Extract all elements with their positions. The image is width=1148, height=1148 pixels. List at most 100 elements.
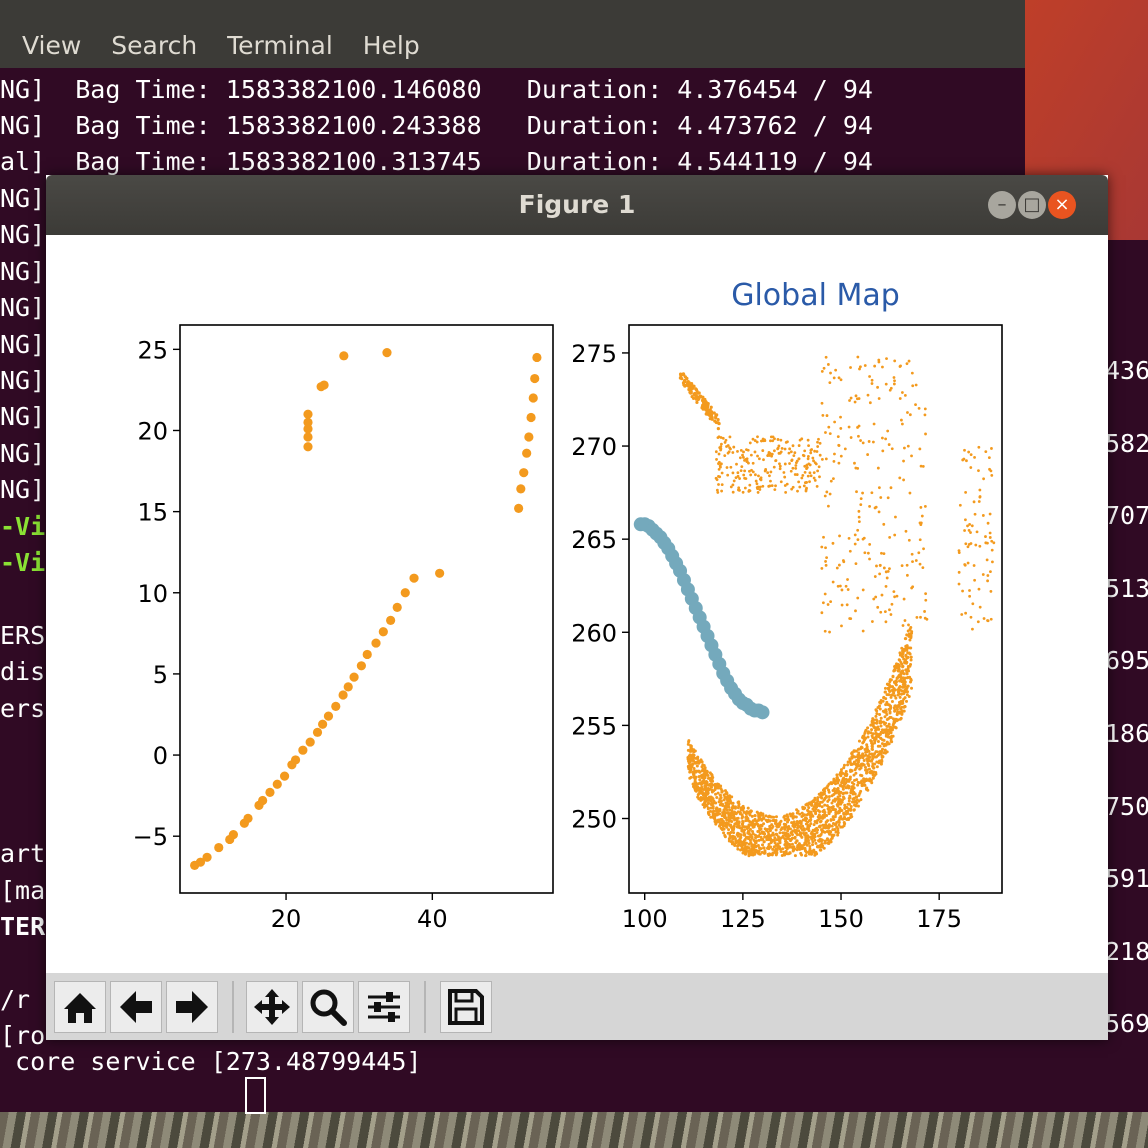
back-button[interactable] [110,981,162,1033]
map-point [739,843,743,847]
zoom-icon [310,989,347,1026]
map-point [703,801,707,805]
map-point [889,678,893,682]
home-button[interactable] [54,981,106,1033]
map-point [792,454,796,458]
map-point [807,818,811,822]
map-point [811,843,815,847]
map-point [842,778,846,782]
map-point [726,473,730,477]
map-point [904,529,908,533]
map-point [736,847,740,851]
map-point [758,488,762,491]
map-point [811,807,815,811]
map-point [803,449,807,453]
map-point [705,405,710,410]
map-point [774,815,778,819]
map-point [721,803,725,807]
map-point [715,458,718,461]
y-tick-label: 250 [571,806,617,834]
map-point [871,724,875,728]
figure-titlebar[interactable]: Figure 1 – □ × [46,175,1108,235]
map-point [713,782,717,786]
map-point [795,828,799,832]
close-button[interactable]: × [1048,191,1076,219]
data-point [371,638,381,648]
map-point [868,401,872,405]
save-button[interactable] [440,981,492,1033]
terminal-fragment: NG] [0,438,46,468]
map-point [832,777,836,781]
map-point [779,438,783,442]
map-point [796,844,800,848]
menu-search[interactable]: Search [111,31,198,60]
map-point [957,570,961,574]
map-point [907,632,911,636]
map-point [827,823,831,827]
map-point [810,813,814,817]
figure-window[interactable]: Figure 1 – □ × 20 40 −5 0 5 10 15 20 25 100 125 15… [46,175,1108,1040]
map-point [798,831,802,835]
map-point [906,667,910,671]
menu-help[interactable]: Help [362,31,420,60]
map-point [729,465,733,469]
map-point [804,841,808,845]
map-point [822,808,826,812]
minimize-button[interactable]: – [988,191,1016,219]
figure-canvas[interactable]: 20 40 −5 0 5 10 15 20 25 100 125 150 175 250 255 260 26… [46,235,1108,973]
map-point [859,747,863,751]
map-point [753,823,757,827]
map-point [974,543,978,547]
map-point [861,537,865,541]
map-point [826,603,830,606]
data-point [338,690,348,700]
map-point [902,478,905,482]
map-point [769,853,773,857]
pan-button[interactable] [246,981,298,1033]
maximize-button[interactable]: □ [1018,191,1046,219]
map-point [737,800,741,804]
menu-terminal[interactable]: Terminal [227,31,333,60]
map-point [735,462,738,466]
map-point [731,471,735,475]
map-point [813,853,817,857]
menu-view[interactable]: View [22,31,82,60]
map-point [713,419,717,423]
map-point [837,461,841,465]
terminal-titlebar[interactable] [0,0,1025,24]
map-point [683,384,687,388]
map-point [738,456,742,460]
map-point [894,664,898,668]
map-point [751,461,755,465]
map-point [719,447,723,451]
configure-subplots-button[interactable] [358,981,410,1033]
forward-button[interactable] [166,981,218,1033]
map-point [883,715,887,719]
map-point [760,850,764,854]
map-point [891,685,895,689]
map-point [805,827,809,831]
map-point [784,837,788,841]
map-point [789,469,793,473]
map-point [903,393,907,397]
map-point [884,382,888,386]
map-point [705,780,709,784]
map-point [890,740,894,744]
map-point [870,378,874,382]
map-point [700,765,704,769]
zoom-button[interactable] [302,981,354,1033]
map-point [727,837,731,841]
terminal-cursor [245,1077,266,1114]
map-point [897,692,901,696]
map-point [852,773,856,777]
map-point [856,528,860,532]
map-point [703,767,707,771]
map-point [717,800,721,804]
map-point [894,704,898,708]
map-point [883,748,887,752]
map-point [762,846,766,850]
map-point [779,480,783,484]
map-point [911,560,914,564]
map-point [708,417,712,421]
map-point [842,784,846,788]
